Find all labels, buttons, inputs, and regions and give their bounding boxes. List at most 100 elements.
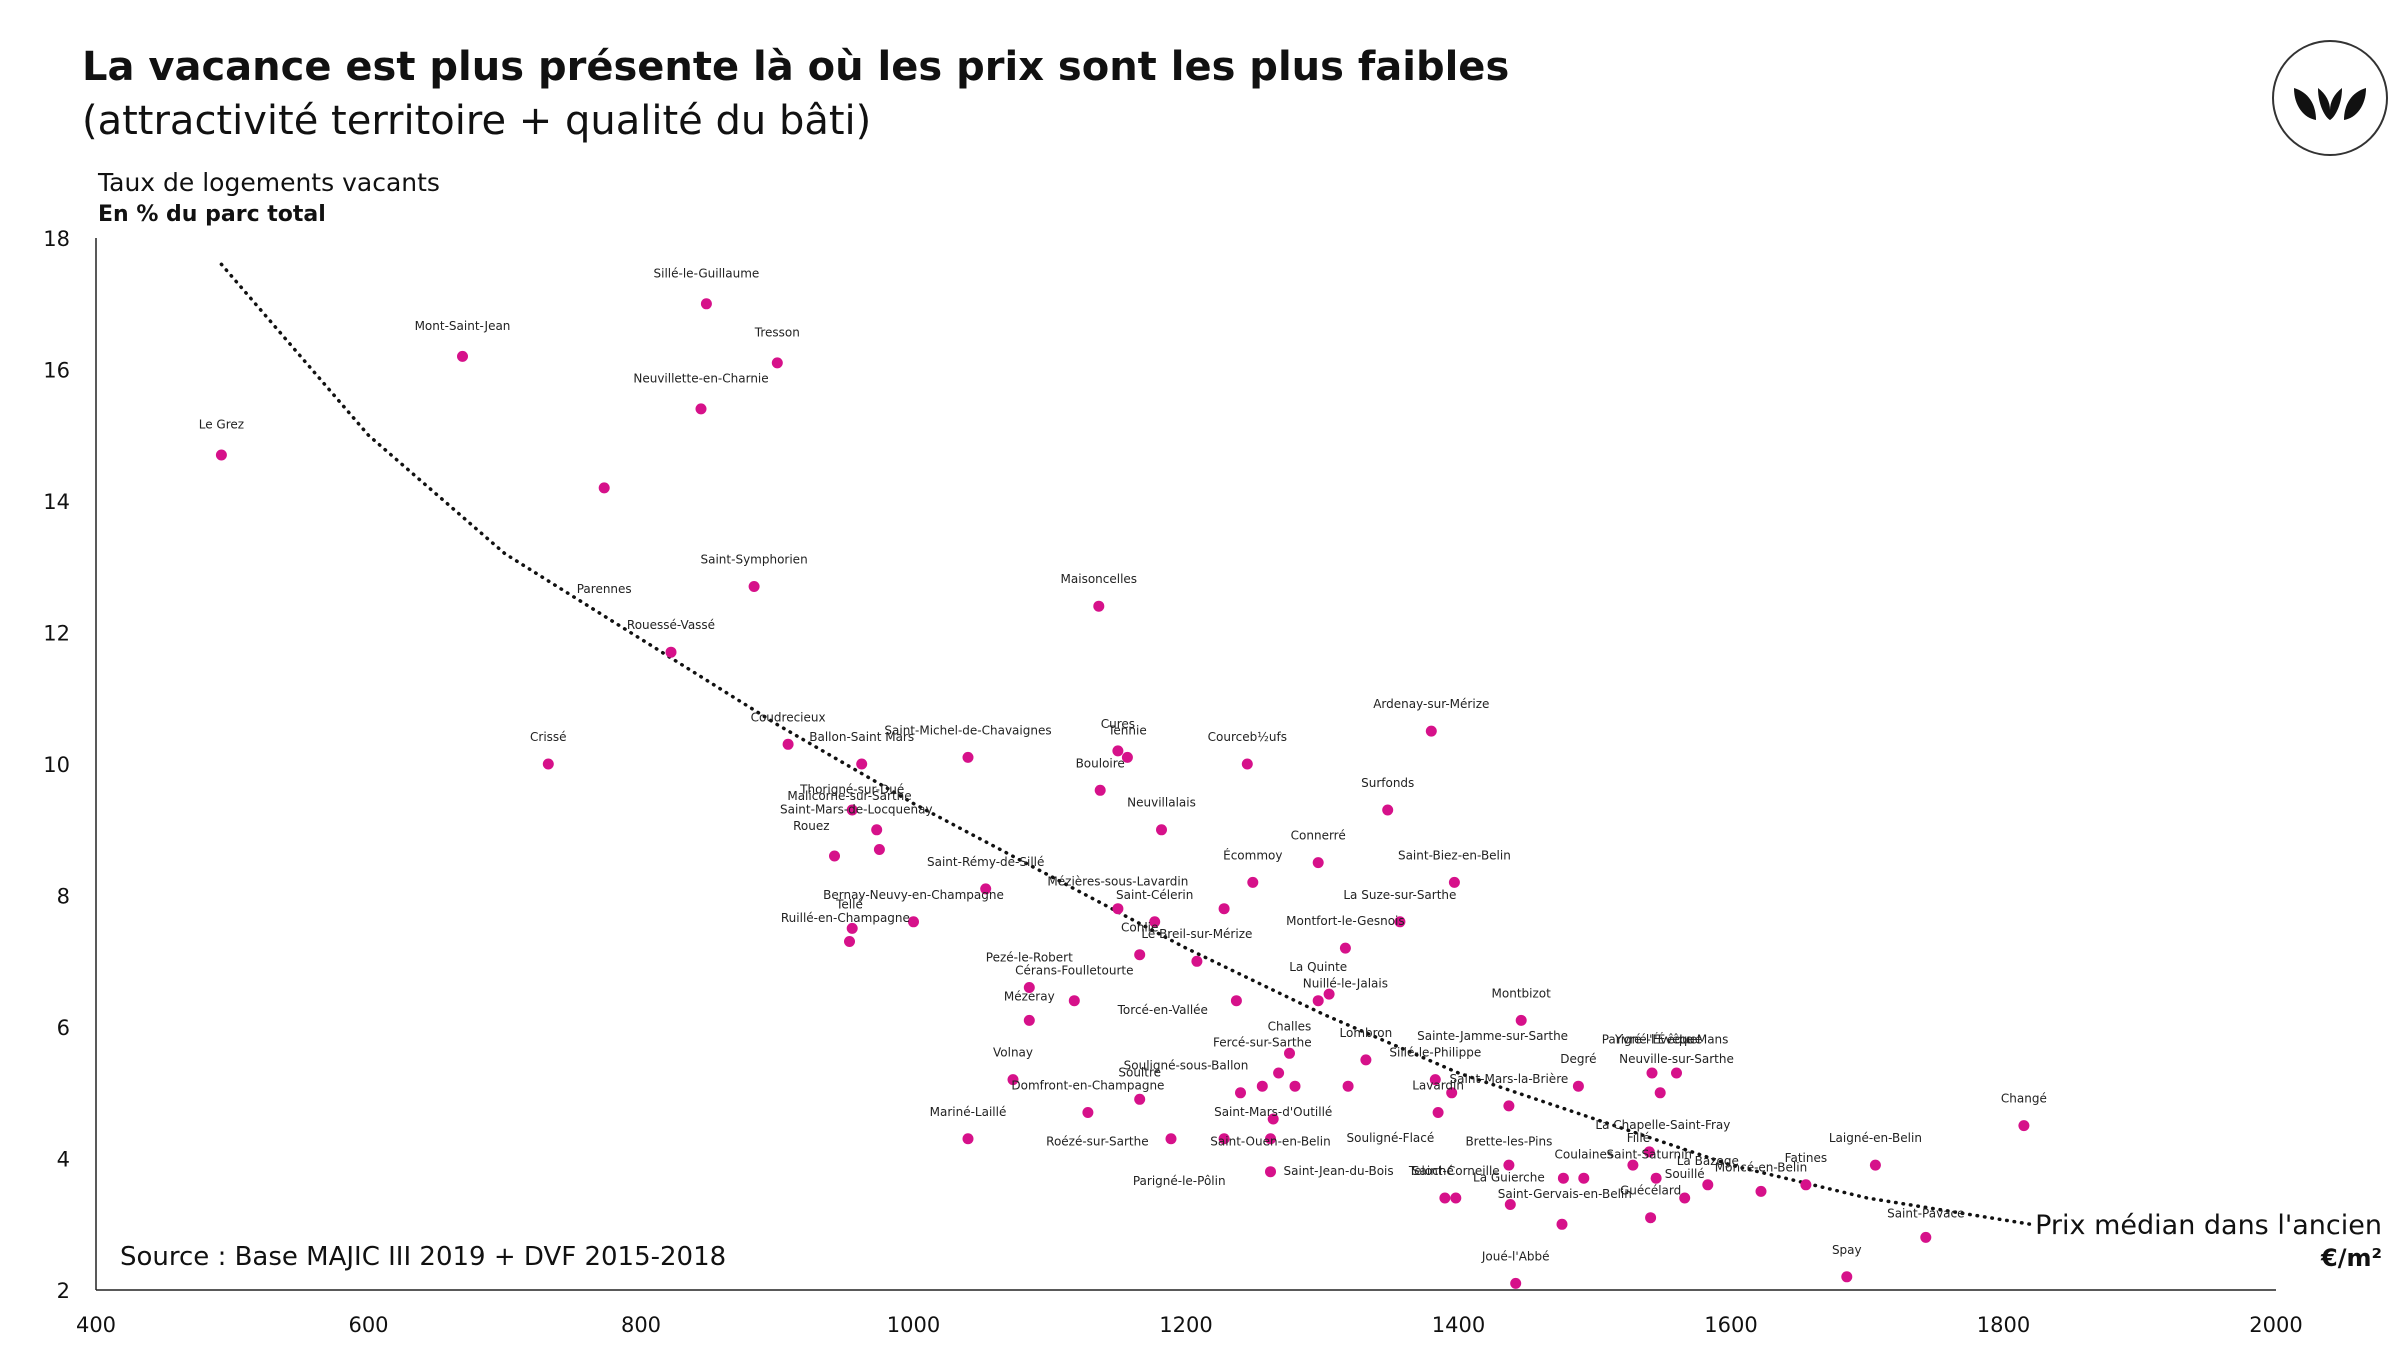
data-point: [1382, 804, 1394, 816]
data-point: [1235, 1087, 1246, 1099]
point-label: Saint-Biez-en-Belin: [1398, 848, 1511, 862]
point-label: Pezé-le-Robert: [986, 950, 1073, 964]
point-label: Sillé-le-Guillaume: [654, 267, 760, 281]
point-label: Rouez: [793, 819, 829, 833]
data-point: [1557, 1172, 1569, 1184]
data-point: [1265, 1133, 1276, 1145]
point-label: Saint-Célerin: [1116, 888, 1193, 902]
point-label: Lavardin: [1412, 1079, 1464, 1093]
data-point: [1448, 876, 1460, 888]
point-label: Roézé-sur-Sarthe: [1046, 1134, 1149, 1148]
point-label: Saint-Mars-la-Brière: [1450, 1072, 1569, 1086]
point-label: Maisoncelles: [1061, 572, 1138, 586]
y-tick-label: 8: [57, 885, 70, 909]
point-label: Coudrecieux: [751, 710, 826, 724]
trend-label: Prix médian dans l'ancien: [2035, 1210, 2382, 1241]
x-tick-label: 1800: [1977, 1313, 2030, 1337]
data-point: [1841, 1271, 1853, 1283]
point-label: Montbizot: [1492, 986, 1552, 1000]
data-point: [1439, 1192, 1451, 1204]
data-point: [1284, 1047, 1295, 1059]
data-point: [1323, 988, 1335, 1000]
data-point: [1515, 1014, 1527, 1026]
point-label: Volnay: [993, 1046, 1033, 1060]
point-label: Rouessé-Vassé: [627, 618, 715, 632]
data-point: [1394, 916, 1406, 928]
data-point: [1920, 1231, 1932, 1243]
data-point: [1256, 1080, 1268, 1092]
data-point: [1312, 857, 1324, 869]
point-label: Fercé-sur-Sarthe: [1213, 1036, 1312, 1050]
point-label: Conlie: [1121, 921, 1158, 935]
data-point: [1645, 1212, 1657, 1224]
data-point: [1112, 745, 1124, 757]
data-point: [1510, 1277, 1522, 1289]
data-point: [1504, 1199, 1516, 1210]
point-label: La Chapelle-Saint-Fray: [1595, 1118, 1730, 1132]
data-point: [1023, 1014, 1035, 1026]
point-label: Torcé-en-Vallée: [1117, 1003, 1208, 1017]
point-label: La Guierche: [1473, 1171, 1545, 1185]
point-label: Saint-Gervais-en-Belin: [1498, 1187, 1632, 1201]
point-label: Yvré-l'Évêque: [1614, 1031, 1697, 1046]
data-point: [1800, 1179, 1812, 1191]
point-label: Saint-Mars-d'Outillé: [1214, 1105, 1332, 1119]
data-point: [1646, 1067, 1658, 1079]
data-point: [1121, 751, 1133, 763]
data-point: [215, 449, 227, 461]
point-label: Guécélard: [1620, 1184, 1681, 1198]
data-point: [980, 883, 992, 895]
point-label: Cérans-Foulletourte: [1015, 963, 1133, 977]
x-tick-label: 1600: [1704, 1313, 1757, 1337]
point-label: Brette-les-Pins: [1465, 1134, 1552, 1148]
x-tick-label: 1400: [1432, 1313, 1485, 1337]
y-tick-label: 10: [43, 753, 70, 777]
y-tick-label: 14: [43, 490, 70, 514]
point-label: Joué-l'Abbé: [1481, 1249, 1550, 1263]
point-label: Bernay-Neuvy-en-Champagne: [823, 888, 1004, 902]
data-point: [1755, 1185, 1767, 1197]
data-point: [962, 751, 974, 763]
data-point: [1289, 1080, 1301, 1092]
data-point: [1007, 1074, 1019, 1086]
point-label: Domfront-en-Champagne: [1011, 1079, 1164, 1093]
data-point: [1627, 1159, 1639, 1171]
point-label: Courceb½ufs: [1208, 730, 1287, 744]
x-tick-label: 2000: [2249, 1313, 2302, 1337]
data-point: [1425, 725, 1437, 737]
point-label: Lombron: [1340, 1026, 1393, 1040]
data-point: [782, 738, 794, 750]
y-tick-label: 4: [57, 1148, 70, 1172]
point-label: Neuvillalais: [1127, 796, 1196, 810]
point-label: Soultre: [1118, 1065, 1161, 1079]
data-point: [1156, 824, 1167, 836]
point-label: Saint-Symphorien: [701, 553, 808, 567]
data-point: [1218, 903, 1230, 915]
point-label: Challes: [1268, 1019, 1312, 1033]
data-point: [1429, 1074, 1441, 1086]
data-point: [908, 916, 919, 928]
data-point: [1312, 995, 1324, 1007]
data-point: [1342, 1080, 1354, 1092]
point-label: Parigné-le-Pôlin: [1133, 1174, 1226, 1188]
point-label: Souillé: [1665, 1167, 1705, 1181]
data-point: [1446, 1087, 1458, 1099]
point-label: Souligné-sous-Ballon: [1124, 1059, 1249, 1073]
data-point: [829, 850, 840, 862]
data-point: [1450, 1192, 1462, 1204]
data-point: [665, 646, 677, 658]
point-label: La Bazoge: [1677, 1154, 1739, 1168]
data-point: [1094, 784, 1106, 796]
point-label: Saint-Jean-du-Bois: [1284, 1164, 1394, 1178]
data-point: [1702, 1179, 1714, 1191]
data-point: [1654, 1087, 1666, 1099]
data-point: [1082, 1107, 1094, 1118]
data-point: [962, 1133, 974, 1145]
data-point: [1360, 1054, 1372, 1066]
point-label: Montfort-le-Gesnois: [1286, 914, 1405, 928]
data-point: [1230, 995, 1242, 1007]
data-point: [1273, 1067, 1285, 1079]
data-point: [844, 936, 855, 947]
x-tick-label: 600: [348, 1313, 388, 1337]
point-label: Ballon-Saint Mars: [809, 730, 914, 744]
